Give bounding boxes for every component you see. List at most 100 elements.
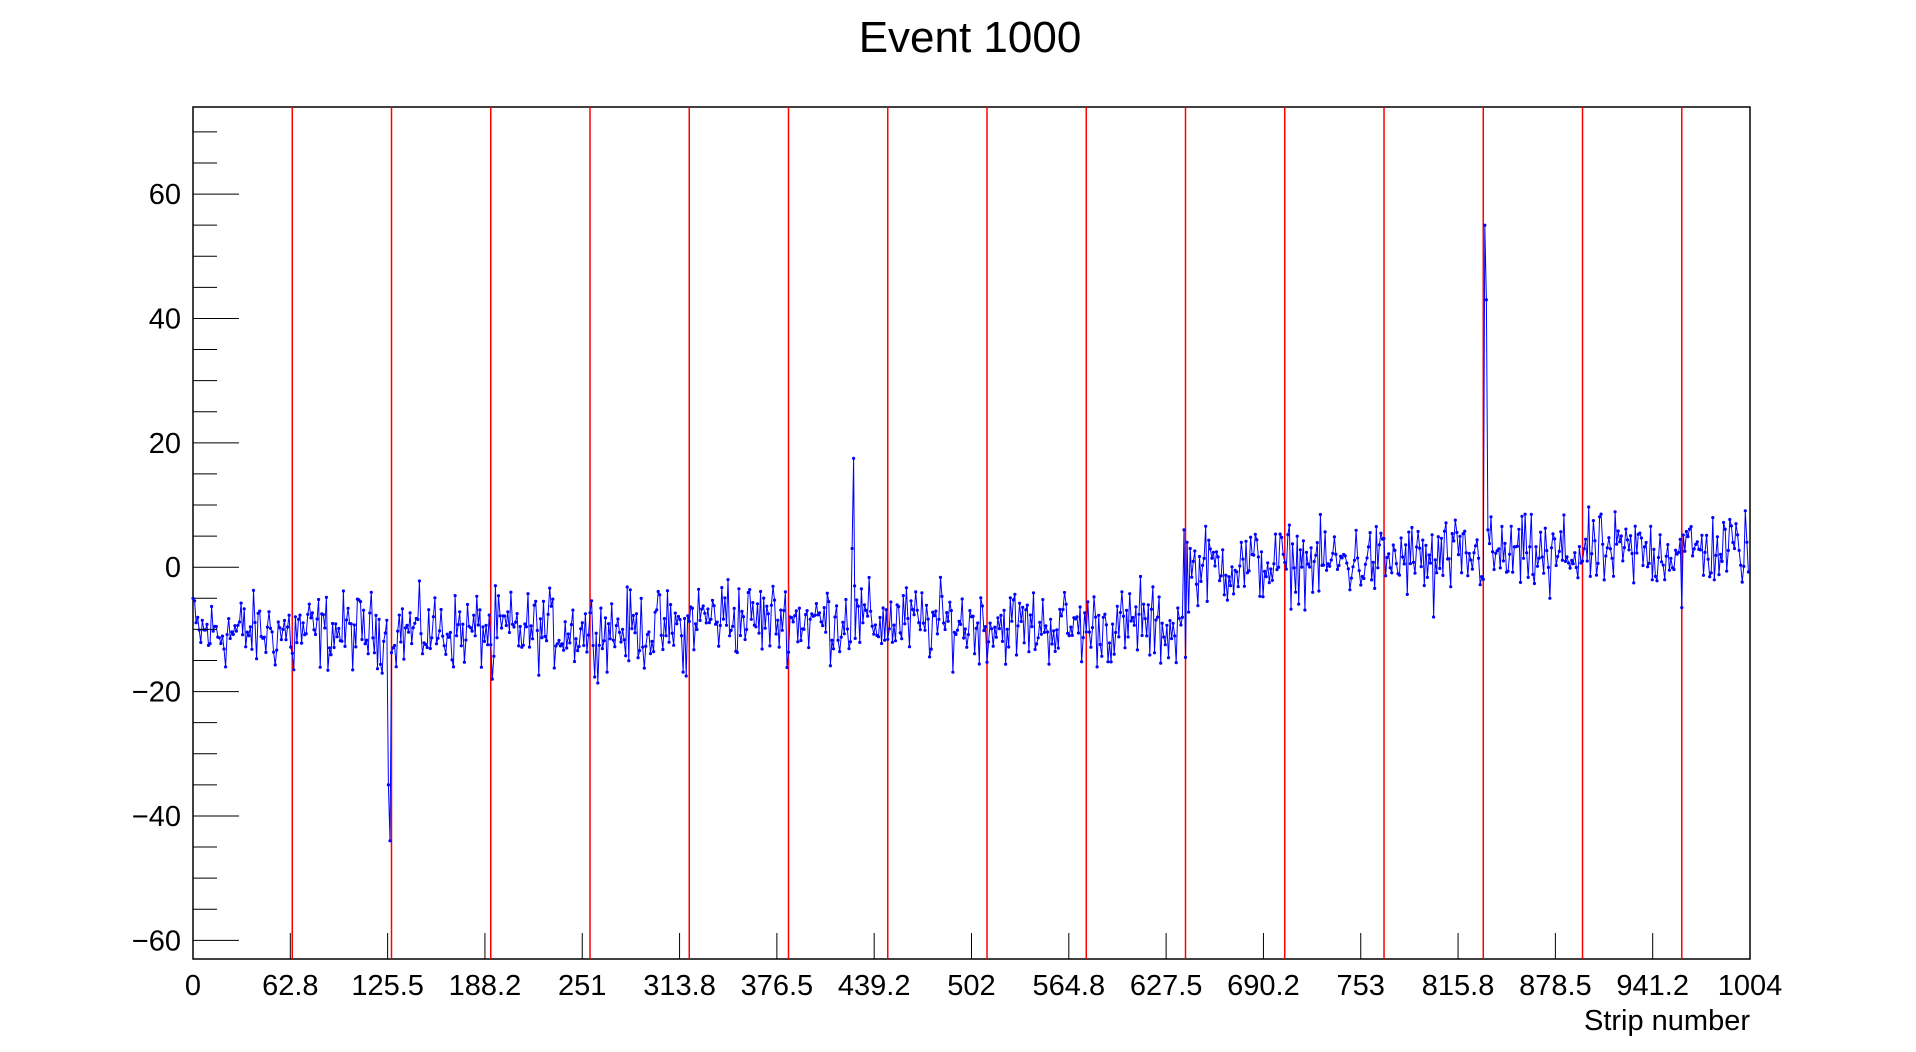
data-point — [873, 623, 878, 627]
data-point — [1411, 560, 1416, 565]
data-point — [572, 659, 577, 664]
data-point — [1173, 634, 1177, 638]
data-point — [946, 619, 950, 623]
data-point — [1263, 569, 1267, 574]
data-point — [224, 665, 228, 669]
data-point — [1180, 615, 1184, 619]
data-point — [1480, 575, 1484, 579]
data-point — [1394, 562, 1398, 566]
data-point — [619, 640, 623, 644]
data-point — [898, 631, 902, 635]
data-point — [473, 634, 477, 638]
data-point — [337, 626, 341, 631]
data-point — [1255, 538, 1259, 542]
data-point — [1052, 629, 1056, 633]
data-point — [1214, 550, 1219, 554]
data-point — [1456, 553, 1461, 557]
data-point — [268, 626, 273, 631]
data-point — [410, 642, 414, 646]
data-point — [315, 617, 319, 621]
data-point — [1064, 602, 1068, 606]
data-point — [500, 626, 504, 630]
data-point — [1259, 550, 1264, 554]
data-point — [1045, 630, 1050, 634]
data-point — [1070, 633, 1074, 638]
data-point — [551, 597, 555, 601]
data-point — [1492, 567, 1496, 572]
data-point — [552, 666, 556, 670]
data-point — [1170, 637, 1174, 641]
x-tick-label: 564.8 — [1033, 970, 1106, 1002]
data-point — [1596, 561, 1600, 566]
data-point — [1368, 531, 1372, 535]
data-point — [1441, 573, 1445, 578]
data-point — [1503, 541, 1507, 546]
data-point — [344, 618, 349, 622]
data-point — [593, 675, 597, 679]
data-point — [1193, 549, 1197, 553]
data-point — [658, 593, 662, 597]
data-point — [1190, 575, 1194, 579]
data-point — [1318, 512, 1322, 517]
data-point — [728, 634, 732, 638]
data-point — [214, 624, 218, 629]
data-point — [196, 615, 200, 620]
data-point — [669, 603, 673, 607]
data-point — [1323, 530, 1327, 534]
data-point — [1075, 615, 1079, 619]
data-point — [861, 621, 865, 625]
data-point — [1204, 524, 1208, 528]
data-point — [1224, 573, 1228, 577]
data-point — [438, 629, 442, 633]
data-point — [1577, 545, 1581, 549]
data-point — [419, 632, 423, 636]
data-point — [1489, 515, 1493, 519]
data-point — [1359, 583, 1363, 587]
data-point — [278, 626, 282, 630]
data-point — [1632, 581, 1636, 585]
data-point — [1244, 539, 1248, 543]
data-point — [883, 638, 887, 642]
data-point — [1686, 535, 1690, 539]
data-point — [371, 636, 375, 640]
data-point — [1691, 554, 1695, 558]
data-point — [287, 613, 291, 617]
data-point — [954, 632, 958, 637]
data-point — [870, 624, 874, 628]
y-tick-label: 40 — [149, 303, 181, 335]
data-point — [245, 630, 249, 634]
data-point — [1390, 571, 1394, 575]
data-point — [362, 608, 366, 612]
data-point — [458, 610, 462, 614]
data-point — [1732, 546, 1737, 551]
data-point — [1463, 529, 1467, 533]
data-point — [1366, 545, 1371, 549]
data-point — [565, 646, 569, 650]
data-point — [842, 632, 846, 636]
data-point — [1363, 562, 1367, 567]
data-point — [1534, 545, 1538, 549]
data-point — [963, 627, 967, 631]
data-point — [745, 627, 749, 632]
data-point — [545, 639, 549, 643]
data-point — [1477, 556, 1481, 560]
data-point — [481, 625, 485, 629]
data-point — [1739, 563, 1743, 567]
data-point — [515, 612, 519, 616]
data-point — [1269, 567, 1273, 571]
data-point — [1660, 560, 1664, 564]
data-point — [324, 595, 328, 600]
data-point — [1160, 621, 1164, 625]
data-point — [1101, 615, 1105, 619]
data-point — [893, 639, 898, 643]
data-point — [1018, 601, 1022, 605]
data-point — [1706, 557, 1710, 561]
data-point — [403, 626, 408, 630]
data-point — [1236, 585, 1240, 589]
data-point — [527, 645, 532, 649]
data-point — [397, 613, 401, 617]
data-point — [661, 647, 665, 652]
data-point — [1055, 628, 1059, 632]
data-point — [1515, 544, 1519, 548]
data-point — [1608, 547, 1612, 551]
